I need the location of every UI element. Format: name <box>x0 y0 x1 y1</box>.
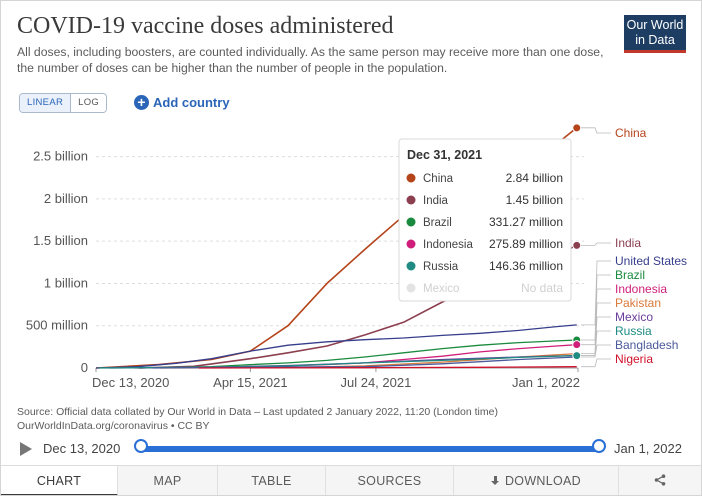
tooltip-country: Indonesia <box>423 239 473 251</box>
logo-line-2: in Data <box>635 33 675 47</box>
tab-table[interactable]: TABLE <box>218 466 326 495</box>
series-line-indonesia <box>134 344 577 369</box>
series-end-label-brazil: Brazil <box>615 268 645 282</box>
tooltip-dot <box>406 239 416 249</box>
series-end-label-russia: Russia <box>615 324 652 338</box>
series-line-brazil <box>139 339 577 369</box>
leader-line <box>581 288 611 346</box>
play-icon[interactable] <box>20 442 32 456</box>
tab-map[interactable]: MAP <box>118 466 218 495</box>
series-line-nigeria <box>198 366 577 369</box>
timeline-start-label: Dec 13, 2020 <box>43 441 121 456</box>
log-scale-button[interactable]: LOG <box>71 94 107 112</box>
tooltip-dot <box>406 217 416 227</box>
x-tick-label: Apr 15, 2021 <box>213 375 287 390</box>
chart-title: COVID-19 vaccine doses administered <box>17 13 394 39</box>
tooltip-dot <box>406 261 416 271</box>
tooltip-country: Mexico <box>423 283 459 295</box>
y-tick-label: 1 billion <box>44 275 88 290</box>
tooltip-country: India <box>423 195 449 207</box>
tooltip-dot <box>406 195 416 205</box>
tab-chart[interactable]: CHART <box>1 466 118 495</box>
x-tick-label: Dec 13, 2020 <box>92 375 169 390</box>
series-end-label-indonesia: Indonesia <box>615 282 667 296</box>
tab-sources[interactable]: SOURCES <box>326 466 454 495</box>
x-tick-label: Jul 24, 2021 <box>340 375 411 390</box>
series-end-label-pakistan: Pakistan <box>615 296 661 310</box>
linear-scale-button[interactable]: LINEAR <box>20 94 72 112</box>
leader-line <box>581 358 611 368</box>
series-end-label-nigeria: Nigeria <box>615 352 653 366</box>
series-line-united-states <box>95 324 577 369</box>
source-line-1: Source: Official data collated by Our Wo… <box>17 406 498 418</box>
download-label: DOWNLOAD <box>504 474 581 488</box>
series-end-label-india: India <box>615 236 641 250</box>
tooltip-box <box>398 138 572 302</box>
x-tick-label: Jan 1, 2022 <box>512 375 580 390</box>
series-end-label-bangladesh: Bangladesh <box>615 338 678 352</box>
owid-logo[interactable]: Our World in Data <box>624 15 686 53</box>
series-end-label-united-states: United States <box>615 254 687 268</box>
scale-toggle: LINEAR LOG <box>19 93 108 113</box>
y-tick-label: 2.5 billion <box>33 149 88 164</box>
tab-bar: CHART MAP TABLE SOURCES DOWNLOAD <box>1 465 701 495</box>
tooltip-value: 275.89 million <box>489 237 563 251</box>
source-line-2[interactable]: OurWorldInData.org/coronavirus • CC BY <box>17 419 210 432</box>
source-note: Source: Official data collated by Our Wo… <box>17 406 617 433</box>
tab-download[interactable]: DOWNLOAD <box>454 466 619 495</box>
end-dot-indonesia <box>572 340 582 350</box>
tooltip-dot <box>406 173 416 183</box>
y-tick-label: 1.5 billion <box>33 233 88 248</box>
tooltip-date: Dec 31, 2021 <box>407 148 482 162</box>
plus-icon: + <box>134 94 149 110</box>
timeline: Dec 13, 2020 Jan 1, 2022 <box>1 437 701 461</box>
share-button[interactable] <box>619 466 701 495</box>
leader-line <box>581 344 611 358</box>
chart-subtitle: All doses, including boosters, are count… <box>17 45 604 75</box>
series-end-label-mexico: Mexico <box>615 310 653 324</box>
timeline-start-handle[interactable] <box>134 439 148 453</box>
tooltip-dot <box>406 283 416 293</box>
y-tick-label: 2 billion <box>44 191 88 206</box>
leader-line <box>581 302 611 354</box>
y-tick-label: 0 <box>81 360 88 375</box>
tooltip-value: No data <box>521 281 563 295</box>
download-icon <box>490 476 500 486</box>
add-country-button[interactable]: + Add country <box>134 93 230 111</box>
leader-line <box>581 127 611 134</box>
leader-line <box>581 242 611 246</box>
end-dot-russia <box>572 351 582 361</box>
share-icon <box>654 474 666 486</box>
tooltip-country: Brazil <box>423 217 452 229</box>
tooltip-value: 146.36 million <box>489 259 563 273</box>
leader-line <box>581 330 611 356</box>
add-country-label: Add country <box>153 94 230 110</box>
tooltip-value: 331.27 million <box>489 215 563 229</box>
y-tick-label: 500 million <box>26 318 88 333</box>
tooltip-country: China <box>423 173 454 185</box>
end-dot-china <box>572 123 582 133</box>
timeline-end-handle[interactable] <box>592 439 606 453</box>
series-end-label-china: China <box>615 126 647 140</box>
logo-line-1: Our World <box>626 18 684 32</box>
tooltip-value: 2.84 billion <box>506 171 563 185</box>
line-chart: 0 500 million 1 billion 1.5 billion 2 billio… <box>26 123 687 390</box>
tooltip-country: Russia <box>423 261 459 273</box>
end-dot-india <box>572 240 582 250</box>
timeline-track[interactable] <box>141 446 599 452</box>
tooltip-value: 1.45 billion <box>506 193 563 207</box>
leader-line <box>581 260 611 326</box>
timeline-end-label: Jan 1, 2022 <box>614 441 682 456</box>
